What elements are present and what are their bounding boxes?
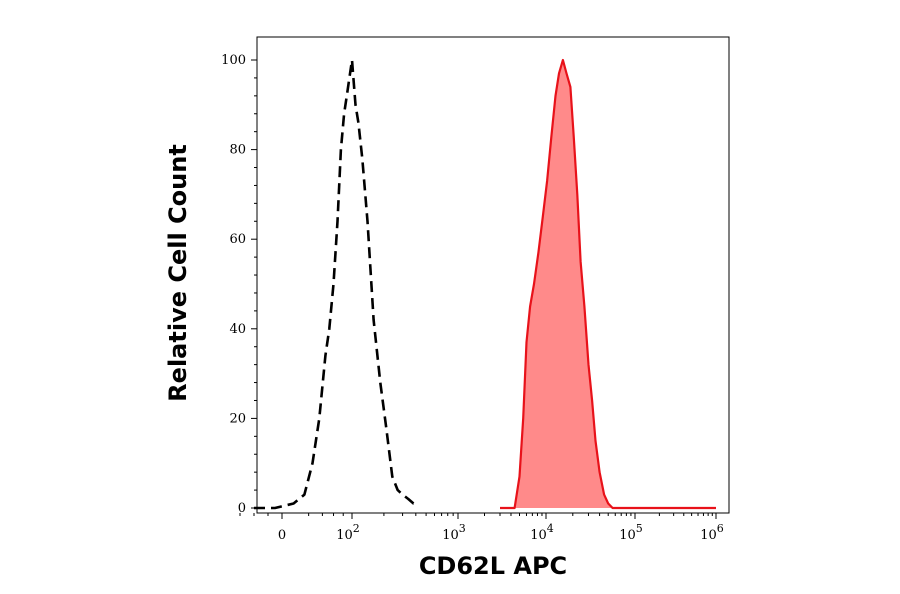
x-axis: 0 102 103 104 105 106 (239, 513, 724, 543)
x-tick-label: 105 (619, 522, 643, 543)
plot-frame (256, 36, 730, 514)
series-layer (254, 58, 716, 510)
x-tick-base: 10 (442, 528, 459, 543)
x-tick-label: 104 (530, 522, 554, 543)
x-tick-exponent: 3 (459, 522, 466, 535)
y-tick-label: 60 (229, 232, 246, 247)
series-1-line (500, 58, 716, 510)
x-tick-label: 103 (442, 522, 466, 543)
y-axis: 0 20 40 60 80 100 (221, 53, 257, 516)
x-tick-base: 10 (530, 528, 547, 543)
x-tick-base: 10 (619, 528, 636, 543)
y-tick-label: 0 (238, 501, 246, 516)
y-tick-label: 80 (229, 143, 246, 158)
x-tick-label: 106 (700, 522, 724, 543)
x-tick-base: 10 (700, 528, 717, 543)
y-tick-label: 100 (221, 53, 246, 68)
x-tick-exponent: 6 (717, 522, 724, 535)
y-axis-title: Relative Cell Count (164, 144, 192, 402)
x-tick-exponent: 2 (353, 522, 360, 535)
y-tick-label: 20 (229, 411, 246, 426)
x-tick-label: 102 (336, 522, 360, 543)
x-tick-label: 0 (278, 528, 286, 543)
y-tick-label: 40 (229, 322, 246, 337)
x-axis-title: CD62L APC (419, 552, 567, 580)
series-1-area (500, 60, 716, 508)
x-tick-exponent: 4 (547, 522, 554, 535)
x-tick-base: 10 (336, 528, 353, 543)
x-tick-base: 0 (278, 528, 286, 543)
x-tick-exponent: 5 (636, 522, 643, 535)
series-0-line (254, 58, 419, 510)
